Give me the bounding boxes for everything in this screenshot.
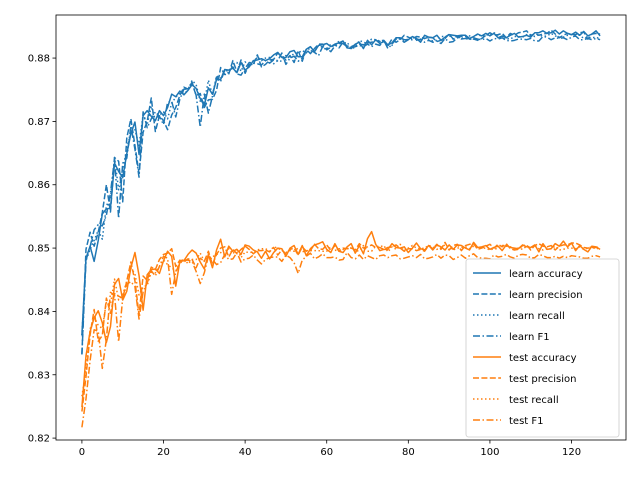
series-layer [81,29,601,428]
series-line-learn-f1 [81,35,601,355]
x-tick-label: 60 [320,447,333,458]
x-tick-label: 20 [157,447,170,458]
y-tick-label: 0.87 [28,117,50,128]
series-line-test-accuracy [81,230,601,408]
x-tick-label: 40 [239,447,252,458]
legend-label: learn recall [509,311,565,322]
y-tick-label: 0.83 [28,370,50,381]
legend-label: test recall [509,395,559,406]
plot-frame [55,14,627,441]
y-tick-label: 0.84 [28,307,50,318]
y-tick-label: 0.86 [28,180,50,191]
legend-frame [465,258,620,438]
axis-layer: 0 20 40 60 80 100 120 0.82 0.83 0.84 0.85 0.86 0.87 0… [28,54,581,458]
legend-label: test precision [509,374,577,385]
series-line-learn-recall [81,31,601,336]
y-tick-label: 0.88 [28,54,50,65]
x-tick-label: 100 [480,447,499,458]
x-tick-label: 120 [562,447,581,458]
series-line-learn-precision [81,29,601,354]
y-tick-label: 0.85 [28,244,50,255]
legend-label: learn F1 [509,332,550,343]
legend-label: learn precision [509,290,583,301]
y-tick-label: 0.82 [28,434,50,445]
legend-label: test accuracy [509,353,577,364]
legend-label: test F1 [509,416,544,427]
series-line-test-recall [81,243,601,397]
series-line-test-f1 [81,251,601,428]
x-tick-label: 80 [402,447,415,458]
series-line-learn-accuracy [81,29,601,335]
legend-label: learn accuracy [509,269,583,280]
legend: learn accuracy learn precision learn recal… [465,258,620,438]
x-tick-label: 0 [79,447,85,458]
